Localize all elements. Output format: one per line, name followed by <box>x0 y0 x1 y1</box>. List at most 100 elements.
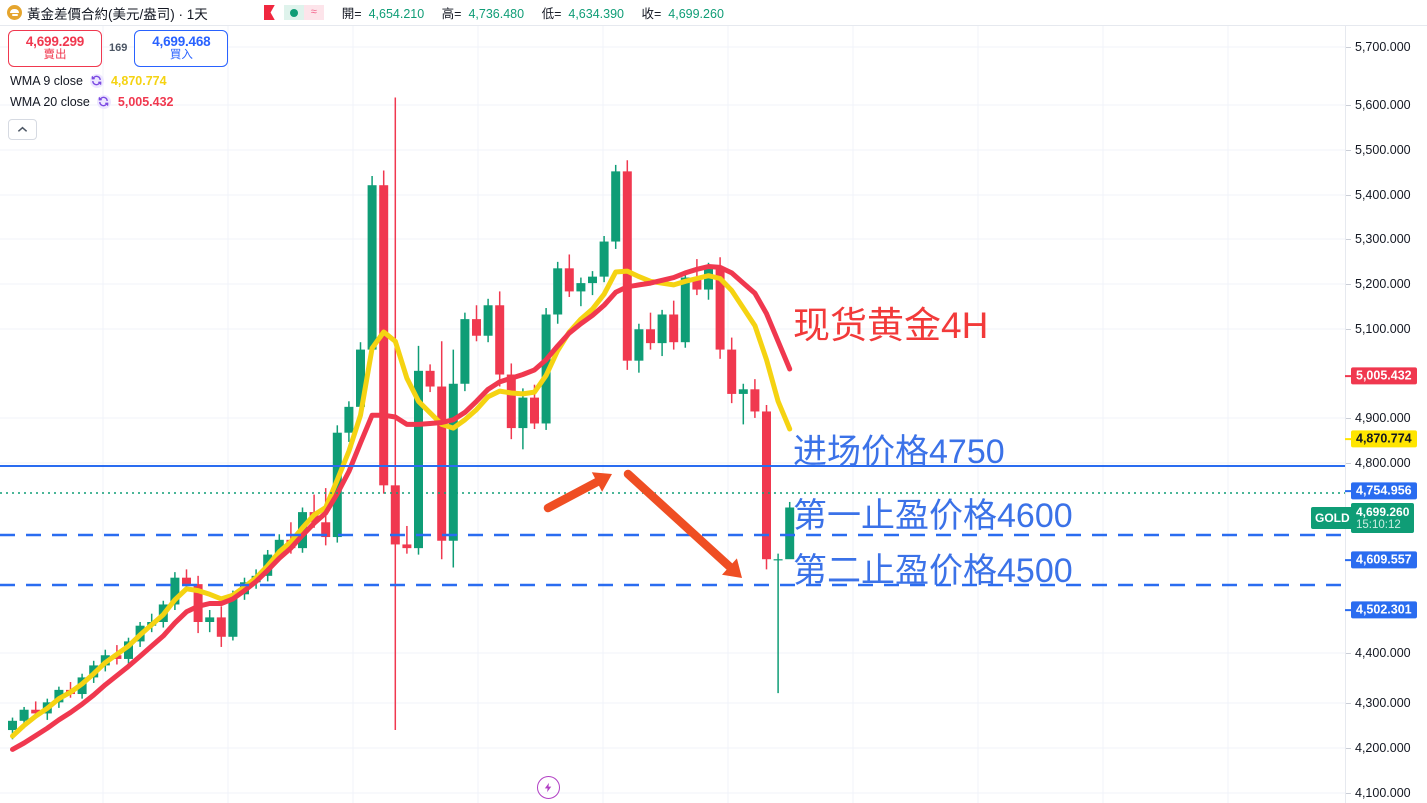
candle <box>564 254 574 297</box>
gold-coin-icon <box>7 5 22 20</box>
axis-marker <box>1345 437 1355 441</box>
symbol-title: 黃金差價合約(美元/盎司) · 1天 <box>27 6 208 22</box>
indicator-wma9[interactable]: WMA 9 close 4,870.774 <box>8 73 228 88</box>
candle <box>425 364 435 393</box>
ohlc-close: 收= 4,699.260 <box>641 7 724 21</box>
current-price-badge[interactable]: 4,699.260 15:10:12 <box>1351 503 1415 533</box>
candle <box>750 379 760 418</box>
candle <box>124 637 133 664</box>
candle <box>727 337 737 404</box>
refresh-icon[interactable] <box>96 94 111 109</box>
candle <box>611 164 621 249</box>
candle <box>460 312 470 392</box>
sell-price: 4,699.299 <box>25 34 85 49</box>
candle <box>216 606 226 647</box>
candle <box>495 291 505 387</box>
axis-tick: 4,200.000 <box>1346 741 1411 755</box>
price-badge[interactable]: 5,005.432 <box>1345 367 1417 385</box>
candle <box>483 298 493 343</box>
axis-tick: 4,400.000 <box>1346 646 1411 660</box>
axis-marker <box>1345 608 1355 612</box>
candle <box>785 501 795 560</box>
candle <box>657 309 667 357</box>
sell-button[interactable]: 4,699.299 賣出 <box>8 30 102 67</box>
candle <box>553 261 563 324</box>
candle <box>588 271 597 296</box>
ohlc-open: 開= 4,654.210 <box>341 7 425 21</box>
candle <box>390 97 400 731</box>
buy-button[interactable]: 4,699.468 買入 <box>134 30 229 67</box>
axis-marker <box>1345 558 1355 562</box>
indicator-name: WMA 9 close <box>10 73 83 88</box>
axis-tick: 5,700.000 <box>1346 40 1411 54</box>
price-badge[interactable]: 4,754.956 <box>1345 482 1417 500</box>
candle <box>634 323 644 373</box>
axis-tick: 5,400.000 <box>1346 188 1411 202</box>
annotation-text-0: 现货黄金4H <box>793 305 989 346</box>
candle <box>646 312 655 350</box>
axis-tick: 4,100.000 <box>1346 786 1411 800</box>
price-badge[interactable]: 4,870.774 <box>1345 430 1417 448</box>
gold-symbol-chip: GOLD <box>1311 507 1354 529</box>
header-icon-group: ≈ <box>264 5 324 20</box>
candle <box>414 345 423 555</box>
candle <box>715 257 725 359</box>
projection-arrow <box>623 469 742 578</box>
candle <box>344 401 354 442</box>
green-dot-icon <box>283 5 304 20</box>
buy-label: 買入 <box>169 49 193 62</box>
sell-label: 賣出 <box>43 49 67 62</box>
candle <box>402 525 412 554</box>
candle <box>472 305 481 342</box>
status-badges[interactable]: ≈ <box>283 5 324 20</box>
price-badge[interactable]: 4,502.301 <box>1345 601 1417 619</box>
candle <box>576 277 586 307</box>
ma-line-wma-20-close <box>10 264 793 752</box>
axis-tick: 4,900.000 <box>1346 411 1411 425</box>
axis-tick: 5,500.000 <box>1346 143 1411 157</box>
candle <box>448 349 458 568</box>
chevron-up-icon[interactable] <box>8 118 37 140</box>
quote-row: 4,699.299 賣出 169 4,699.468 買入 <box>8 30 229 67</box>
ohlc-readout: 開= 4,654.210 高= 4,736.480 低= 4,634.390 收= 4,… <box>342 3 738 22</box>
lightning-bolt-icon[interactable] <box>537 776 560 799</box>
candle <box>367 175 377 356</box>
candle <box>205 610 215 633</box>
annotation-text-2: 第一止盈价格4600 <box>793 497 1073 535</box>
indicator-value: 5,005.432 <box>117 94 174 109</box>
axis-tick: 5,100.000 <box>1346 322 1411 336</box>
axis-tick: 4,300.000 <box>1346 696 1411 710</box>
candle <box>762 404 771 570</box>
chart-plot-area[interactable] <box>0 25 1345 803</box>
candle <box>773 553 783 694</box>
candle <box>669 300 679 350</box>
price-badge[interactable]: 4,609.557 <box>1345 551 1417 569</box>
refresh-icon[interactable] <box>89 73 104 88</box>
projection-arrow <box>543 472 612 513</box>
candle <box>518 388 528 450</box>
candle <box>541 308 551 430</box>
candle <box>738 383 748 425</box>
chart-header: 黃金差價合約(美元/盎司) · 1天 ≈ 開= 4,654.210 高= 4,736… <box>0 0 1427 26</box>
axis-marker <box>1345 374 1355 378</box>
approx-icon: ≈ <box>303 5 324 20</box>
indicator-wma20[interactable]: WMA 20 close 5,005.432 <box>8 94 228 109</box>
annotation-text-3: 第二止盈价格4500 <box>793 552 1073 590</box>
axis-tick: 5,300.000 <box>1346 232 1411 246</box>
symbol-group[interactable]: 黃金差價合約(美元/盎司) · 1天 <box>0 3 208 23</box>
candle <box>599 236 609 283</box>
chart-legend: 4,699.299 賣出 169 4,699.468 買入 WMA 9 clos… <box>8 30 229 140</box>
ohlc-low: 低= 4,634.390 <box>541 7 624 21</box>
axis-marker <box>1345 489 1355 493</box>
red-flag-icon[interactable] <box>264 5 275 20</box>
indicator-name: WMA 20 close <box>10 94 90 109</box>
candlestick-svg <box>0 25 1345 803</box>
annotation-text-1: 进场价格4750 <box>793 433 1005 471</box>
price-axis[interactable]: 5,700.000 5,600.000 5,500.000 5,400.000 5,30… <box>1311 25 1427 803</box>
axis-tick: 4,800.000 <box>1346 456 1411 470</box>
candle <box>437 341 447 560</box>
buy-price: 4,699.468 <box>152 34 211 49</box>
axis-tick: 5,600.000 <box>1346 98 1411 112</box>
candle <box>622 160 632 370</box>
ohlc-high: 高= 4,736.480 <box>441 7 525 21</box>
